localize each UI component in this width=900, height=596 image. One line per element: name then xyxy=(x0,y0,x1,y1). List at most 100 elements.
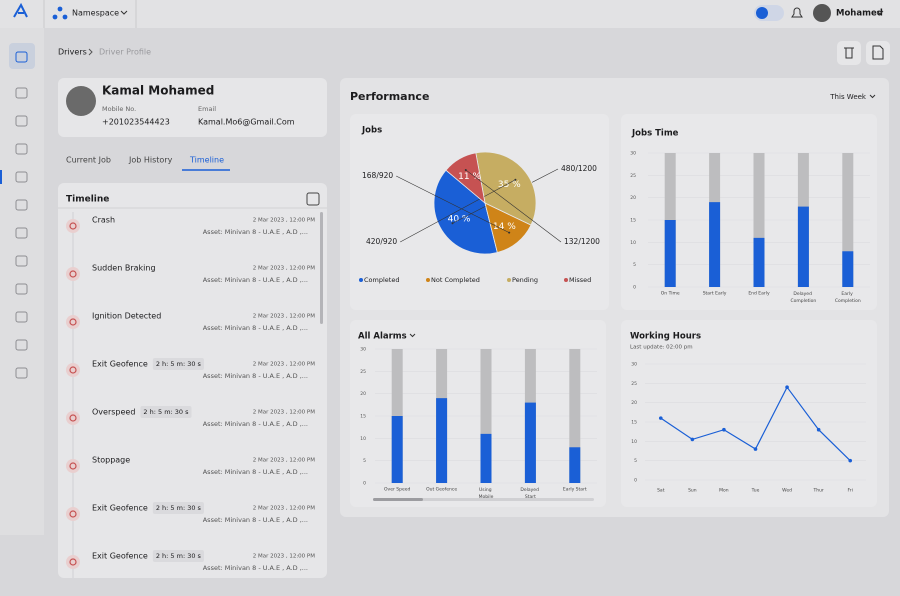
period-select[interactable]: This Week xyxy=(829,93,867,101)
scroll-track xyxy=(373,498,594,501)
slice-label: 35 % xyxy=(498,180,521,190)
legend-swatch xyxy=(507,278,511,282)
event-asset: Asset: Minivan 8 - U.A.E , A.D ,... xyxy=(203,228,308,236)
duration-chip xyxy=(152,550,204,562)
callout: 480/1200 xyxy=(561,164,597,173)
nav-icon[interactable] xyxy=(15,339,28,351)
nav-icon[interactable] xyxy=(15,283,28,295)
breadcrumb-separator xyxy=(88,48,93,56)
x-tick-label: Delayed Completion xyxy=(791,291,817,304)
nav-icon[interactable] xyxy=(15,367,28,379)
field-value: +201023544423 xyxy=(102,118,170,127)
driver-name: Kamal Mohamed xyxy=(102,84,214,98)
y-tick-label: 20 xyxy=(360,391,366,397)
nav-icon[interactable] xyxy=(15,255,28,267)
logo xyxy=(13,2,28,18)
event-duration: 2 h: 5 m: 30 s xyxy=(156,552,202,560)
event-date: 2 Mar 2023 , 12:00 PM xyxy=(253,314,316,320)
y-tick-label: 5 xyxy=(633,262,636,268)
event-title: Sudden Braking xyxy=(92,264,156,273)
tab-active[interactable]: Timeline xyxy=(189,156,224,165)
y-tick-label: 20 xyxy=(630,195,636,201)
chevron xyxy=(120,10,128,15)
event-duration: 2 h: 5 m: 30 s xyxy=(156,504,202,512)
tab[interactable]: Job History xyxy=(128,156,173,165)
event-date: 2 Mar 2023 , 12:00 PM xyxy=(253,362,316,368)
event-date: 2 Mar 2023 , 12:00 PM xyxy=(253,266,316,272)
x-tick-label: Early Start xyxy=(563,487,587,493)
event-title: Crash xyxy=(92,216,115,225)
x-tick-label: Start Early xyxy=(703,291,727,297)
event-asset: Asset: Minivan 8 - U.A.E , A.D ,... xyxy=(203,372,308,380)
y-tick-label: 25 xyxy=(360,369,366,375)
avatar[interactable] xyxy=(813,4,831,22)
user-name[interactable]: Mohamed xyxy=(836,9,883,19)
breadcrumb-link[interactable]: Drivers xyxy=(58,48,87,57)
toggle-knob xyxy=(756,7,768,19)
bar-track xyxy=(480,349,492,483)
x-tick-label: Early Completion xyxy=(835,291,861,304)
nav-active[interactable] xyxy=(9,43,35,69)
bell-icon[interactable] xyxy=(791,7,803,18)
event-date: 2 Mar 2023 , 12:00 PM xyxy=(253,506,316,512)
chevron[interactable] xyxy=(409,333,416,338)
chevron xyxy=(869,94,876,99)
point xyxy=(690,437,695,442)
y-tick-label: 30 xyxy=(631,362,637,368)
x-tick-label: Over Speed xyxy=(384,487,411,493)
callout: 132/1200 xyxy=(564,237,600,246)
event-icon xyxy=(66,459,80,473)
nav-icon[interactable] xyxy=(15,87,28,99)
calendar-icon[interactable] xyxy=(306,192,320,206)
tab[interactable]: Current Job xyxy=(66,156,111,165)
namespace-select[interactable]: Namespace xyxy=(72,9,119,18)
point xyxy=(848,458,853,463)
duration-chip xyxy=(152,358,204,370)
event-date: 2 Mar 2023 , 12:00 PM xyxy=(253,410,316,416)
event-icon-dot xyxy=(69,462,77,470)
x-tick-label: Delayed Start xyxy=(520,487,540,500)
x-tick-label: Mon xyxy=(719,488,729,494)
y-tick-label: 30 xyxy=(360,347,366,353)
event-title: Exit Geofence xyxy=(92,360,148,369)
nav-icon[interactable] xyxy=(15,51,28,63)
y-tick-label: 5 xyxy=(634,458,637,464)
event-date: 2 Mar 2023 , 12:00 PM xyxy=(253,458,316,464)
performance-title: Performance xyxy=(350,90,429,103)
scroll-thumb[interactable] xyxy=(373,498,423,501)
sidebar xyxy=(0,28,44,535)
y-tick-label: 15 xyxy=(630,218,636,224)
namespace-icon xyxy=(52,6,68,20)
nav-icon[interactable] xyxy=(15,143,28,155)
callout: 168/920 xyxy=(362,171,393,180)
nav-icon[interactable] xyxy=(15,227,28,239)
nav-icon[interactable] xyxy=(15,115,28,127)
nav-icon[interactable] xyxy=(15,311,28,323)
trash-icon xyxy=(844,47,854,59)
field-label: Email xyxy=(198,105,216,113)
bar xyxy=(569,447,581,483)
bar-track xyxy=(842,153,854,287)
y-tick-label: 0 xyxy=(363,481,366,487)
delete-button[interactable] xyxy=(837,41,861,65)
event-title: Ignition Detected xyxy=(92,312,161,321)
event-icon xyxy=(66,363,80,377)
callout-line xyxy=(465,169,562,243)
scrollbar[interactable] xyxy=(320,212,323,324)
legend-label: Not Completed xyxy=(431,276,480,284)
chart-title: Working Hours xyxy=(630,332,701,342)
event-icon xyxy=(66,219,80,233)
x-tick-label: Out Geofence xyxy=(426,487,457,493)
duration-chip xyxy=(152,502,204,514)
doc-icon xyxy=(872,45,884,60)
nav-icon[interactable] xyxy=(15,199,28,211)
y-tick-label: 25 xyxy=(631,381,637,387)
bar xyxy=(391,416,403,483)
event-duration: 2 h: 5 m: 30 s xyxy=(156,360,202,368)
report-button[interactable] xyxy=(866,41,890,65)
y-tick-label: 15 xyxy=(631,420,637,426)
x-tick-label: Tue xyxy=(751,488,760,494)
timeline-title: Timeline xyxy=(66,195,109,205)
nav-icon[interactable] xyxy=(15,171,28,183)
